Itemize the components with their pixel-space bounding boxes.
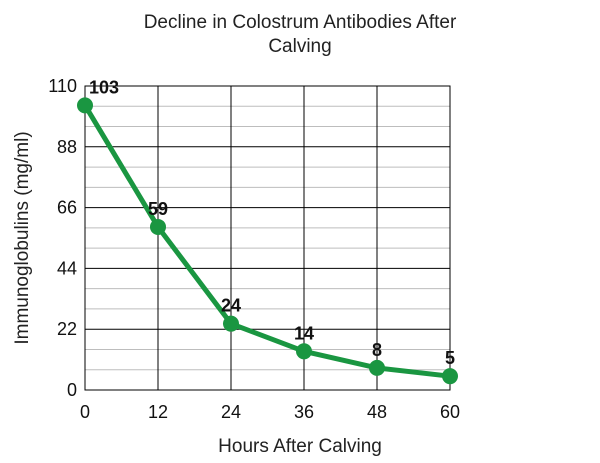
x-tick-label: 24 — [221, 402, 241, 422]
y-tick-label: 66 — [57, 198, 77, 218]
x-tick-label: 60 — [440, 402, 460, 422]
series-line-group: 103 59 24 14 8 5 — [77, 77, 458, 385]
data-label: 103 — [89, 77, 119, 97]
chart-title-line-1: Decline in Colostrum Antibodies After — [144, 12, 457, 33]
x-axis-title: Hours After Calving — [218, 436, 382, 457]
chart-title-line-2: Calving — [268, 36, 331, 57]
data-label: 5 — [445, 348, 455, 368]
data-point — [369, 359, 385, 376]
x-tick-label: 0 — [80, 402, 90, 422]
plot-grid — [84, 85, 451, 391]
data-point — [223, 315, 239, 332]
data-label: 14 — [294, 323, 314, 343]
y-tick-label: 44 — [57, 258, 77, 278]
data-label: 59 — [148, 199, 168, 219]
series-line — [82, 104, 451, 379]
data-point — [442, 368, 458, 385]
y-tick-label: 110 — [48, 76, 77, 96]
y-axis-ticks: 0 22 44 66 88 110 — [48, 76, 77, 400]
x-axis-ticks: 0 12 24 36 48 60 — [80, 402, 460, 422]
y-axis-title: Immunoglobulins (mg/ml) — [12, 131, 33, 344]
data-label: 24 — [221, 296, 241, 316]
data-point — [77, 97, 93, 114]
y-tick-label: 22 — [57, 319, 77, 339]
data-point — [296, 343, 312, 360]
data-label: 8 — [372, 340, 382, 360]
x-tick-label: 12 — [148, 402, 168, 422]
x-tick-label: 48 — [367, 402, 387, 422]
y-tick-label: 88 — [57, 137, 77, 157]
x-tick-label: 36 — [294, 402, 314, 422]
y-tick-label: 0 — [67, 380, 77, 400]
data-point — [150, 218, 166, 235]
plot-frame — [84, 85, 451, 391]
